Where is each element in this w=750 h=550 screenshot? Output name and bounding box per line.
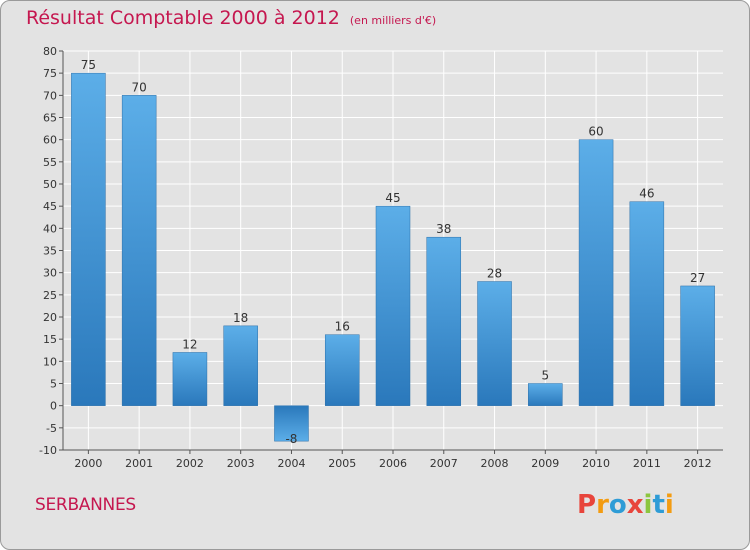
y-tick-label: -10	[39, 444, 57, 457]
chart-title: Résultat Comptable 2000 à 2012 (en millie…	[26, 7, 436, 29]
x-tick-label: 2011	[633, 457, 661, 470]
bar-value-label: 45	[385, 191, 400, 205]
x-tick-label: 2005	[328, 457, 356, 470]
bar	[477, 281, 512, 406]
bar	[680, 285, 715, 406]
x-tick-label: 2008	[481, 457, 509, 470]
x-tick-label: 2009	[531, 457, 559, 470]
bar	[629, 201, 665, 406]
logo-letter: x	[626, 490, 644, 520]
bar-value-label: 16	[335, 320, 350, 334]
bar-value-label: 46	[639, 187, 654, 201]
bar-value-label: 27	[690, 271, 705, 285]
x-tick-label: 2006	[379, 457, 407, 470]
y-tick-label: 20	[43, 311, 57, 324]
logo-letter: o	[608, 490, 627, 520]
bar-value-label: 60	[588, 125, 603, 139]
logo-letter: i	[643, 490, 653, 520]
y-tick-label: 50	[43, 178, 57, 191]
x-tick-label: 2012	[684, 457, 712, 470]
bar	[71, 72, 106, 406]
bar-value-label: 38	[436, 222, 451, 236]
x-tick-label: 2003	[227, 457, 255, 470]
bar-value-label: -8	[285, 432, 297, 446]
bar	[578, 139, 614, 406]
x-tick-label: 2001	[125, 457, 153, 470]
bar-value-label: 70	[132, 80, 147, 94]
logo-letter: r	[596, 490, 609, 520]
y-tick-label: 30	[43, 267, 57, 280]
x-tick-label: 2010	[582, 457, 610, 470]
y-tick-label: 45	[43, 200, 57, 213]
bar-value-label: 5	[541, 369, 549, 383]
logo-letter: P	[577, 490, 597, 520]
y-tick-label: 10	[43, 355, 57, 368]
bar	[172, 352, 208, 406]
bar	[375, 205, 411, 406]
y-tick-label: -5	[46, 422, 57, 435]
y-tick-label: 15	[43, 333, 57, 346]
bar	[121, 95, 157, 406]
bar	[223, 325, 258, 406]
y-tick-label: 5	[50, 378, 57, 391]
y-tick-label: 75	[43, 67, 57, 80]
y-tick-label: 70	[43, 89, 57, 102]
x-tick-label: 2004	[277, 457, 305, 470]
x-tick-label: 2000	[74, 457, 102, 470]
y-tick-label: 40	[43, 222, 57, 235]
proxiti-logo: Proxiti	[577, 490, 674, 520]
commune-name: SERBANNES	[35, 495, 136, 515]
bar	[426, 236, 462, 406]
y-tick-label: 25	[43, 289, 57, 302]
y-tick-label: 65	[43, 112, 57, 125]
y-tick-label: 80	[43, 45, 57, 58]
bar-value-label: 12	[182, 337, 197, 351]
logo-letter: i	[664, 490, 674, 520]
bar	[324, 334, 360, 406]
y-tick-label: 35	[43, 245, 57, 258]
y-tick-label: 60	[43, 134, 57, 147]
bar-value-label: 75	[81, 58, 96, 72]
bar-value-label: 18	[233, 311, 248, 325]
chart-title-text: Résultat Comptable 2000 à 2012	[26, 7, 340, 29]
y-tick-label: 55	[43, 156, 57, 169]
bar	[528, 383, 563, 406]
bar-value-label: 28	[487, 267, 502, 281]
chart-subtitle: (en milliers d'€)	[349, 14, 437, 27]
x-tick-label: 2007	[430, 457, 458, 470]
logo-letter: t	[652, 490, 665, 520]
x-tick-label: 2002	[176, 457, 204, 470]
bar	[274, 405, 309, 442]
y-tick-label: 0	[50, 400, 57, 413]
